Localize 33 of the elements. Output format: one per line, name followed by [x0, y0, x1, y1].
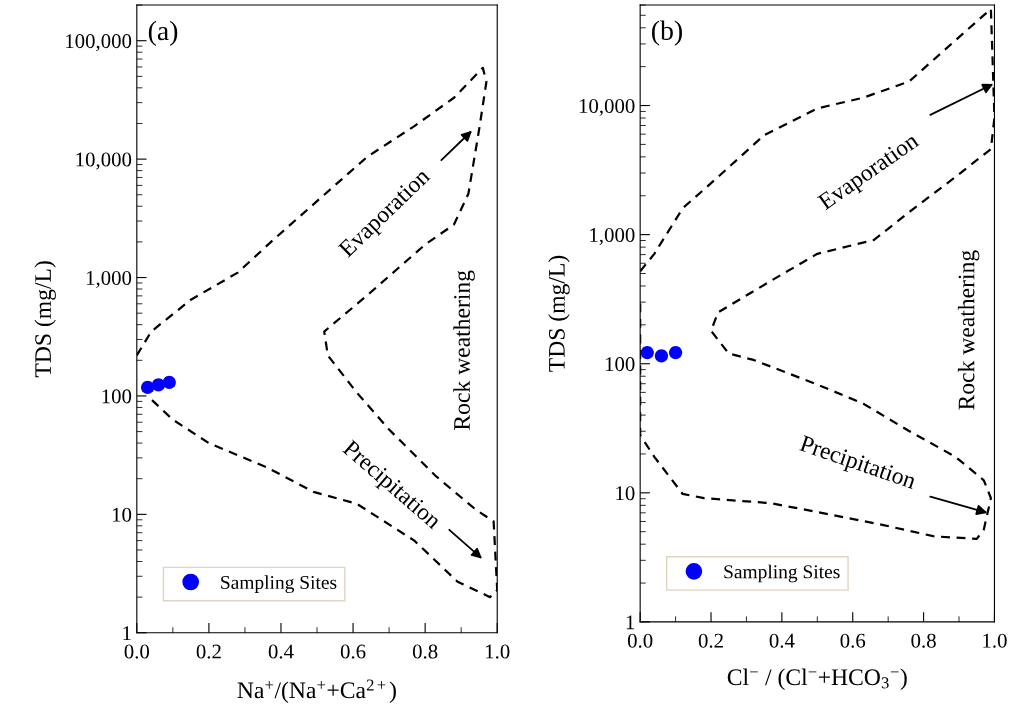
y-tick-label: 10 — [616, 486, 635, 501]
x-tick-label: 1.0 — [983, 633, 1007, 648]
x-tick-label: 0.2 — [698, 633, 723, 648]
x-tick-label: 0.0 — [124, 644, 150, 659]
y-tick-label: 1 — [626, 615, 635, 630]
annotation: (b) — [652, 20, 682, 46]
x-tick-label: 0.0 — [627, 633, 653, 648]
x-tick-label: 0.2 — [196, 644, 221, 659]
y-tick-label: 100 — [605, 357, 635, 372]
legend-label: Sampling Sites — [221, 575, 337, 593]
y-tick-label: 10,000 — [579, 98, 635, 116]
x-tick-label: 1.0 — [486, 644, 510, 659]
y-tick-label: 100 — [102, 389, 132, 404]
x-tick-label: 0.4 — [769, 633, 795, 648]
annotation: Rock weathering — [453, 270, 475, 430]
y-tick-label: 1,000 — [86, 270, 132, 288]
annotation: Rock weathering — [957, 250, 980, 410]
y-tick-label: 10,000 — [76, 152, 132, 170]
y-tick-label: 1,000 — [590, 228, 635, 246]
x-tick-label: 0.4 — [268, 644, 294, 659]
x-axis-title: Cl$^{−}$ / (Cl$^{−}$+HCO$_{3}$$^{−}$) — [727, 668, 907, 690]
y-axis-title: TDS (mg/L) — [34, 261, 56, 378]
annotation: (a) — [148, 20, 178, 46]
y-tick-label: 1 — [123, 626, 131, 640]
y-tick-label: 10 — [112, 507, 132, 522]
y-axis-title: TDS (mg/L) — [548, 255, 570, 372]
x-axis-title: Na$^{+}$/(Na$^{+}$+Ca$^{2+}$) — [237, 679, 396, 704]
x-tick-label: 0.6 — [340, 644, 366, 659]
x-tick-label: 0.6 — [840, 633, 866, 648]
x-tick-label: 0.8 — [412, 644, 438, 659]
y-tick-label: 100,000 — [66, 34, 132, 52]
x-tick-label: 0.8 — [911, 633, 936, 648]
legend-label: Sampling Sites — [724, 564, 840, 583]
